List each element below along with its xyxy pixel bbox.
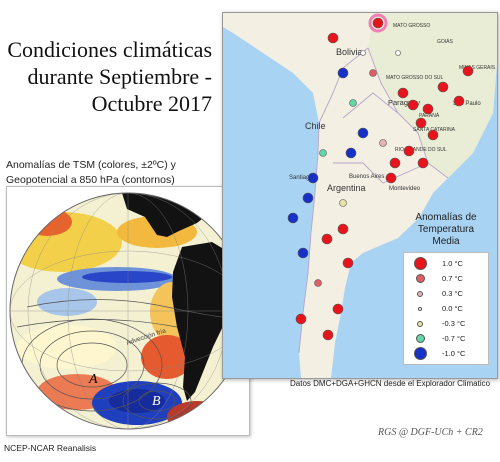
sst-caption: Anomalías de TSM (colores, ±2ºC) y Geopo… (6, 158, 216, 188)
station-marker[interactable] (369, 69, 377, 77)
station-marker[interactable] (297, 247, 309, 259)
legend-swatch (408, 302, 432, 316)
label-montevideo: Montevideo (389, 186, 421, 192)
temperature-anomaly-legend: Anomalías de Temperatura Media 1.0 °C 0.7… (403, 212, 489, 365)
station-marker[interactable] (337, 223, 349, 235)
station-marker[interactable] (415, 117, 427, 129)
label-parana: PARANÁ (419, 112, 440, 119)
station-marker[interactable] (379, 139, 387, 147)
station-marker[interactable] (462, 65, 474, 77)
legend-row: 0.3 °C (408, 286, 484, 301)
legend-swatch (408, 257, 432, 271)
station-marker[interactable] (327, 32, 339, 44)
legend-swatch (408, 332, 432, 346)
label-buenos-aires: Buenos Aires (349, 174, 384, 180)
station-marker[interactable] (422, 103, 434, 115)
legend-box: 1.0 °C 0.7 °C 0.3 °C 0.0 °C -0.3 °C -0.7 °C -1… (403, 252, 489, 365)
station-map[interactable]: Bolivia Paraguay Chile Argentina Santiag… (223, 13, 497, 378)
station-marker[interactable] (332, 303, 344, 315)
legend-label: 0.0 °C (442, 304, 463, 313)
selected-station-marker[interactable] (368, 13, 388, 33)
station-marker[interactable] (395, 50, 401, 56)
station-marker[interactable] (360, 50, 366, 56)
map-data-credit: Datos DMC+DGA+GHCN desde el Explorador C… (290, 379, 491, 388)
title-line-2: durante Septiembre - (27, 64, 213, 89)
legend-label: 1.0 °C (442, 259, 463, 268)
legend-row: 1.0 °C (408, 256, 484, 271)
station-marker[interactable] (357, 127, 369, 139)
legend-label: -1.0 °C (442, 349, 466, 358)
legend-swatch (408, 287, 432, 301)
title-line-1: Condiciones climáticas (7, 37, 212, 62)
legend-label: -0.7 °C (442, 334, 466, 343)
legend-title: Anomalías de Temperatura Media (403, 212, 489, 248)
low-pressure-label: B (152, 394, 161, 409)
page-title: Condiciones climáticas durante Septiembr… (0, 36, 212, 117)
station-marker[interactable] (342, 257, 354, 269)
station-marker[interactable] (302, 192, 314, 204)
label-santiago: Santiago (289, 175, 313, 181)
station-marker[interactable] (389, 157, 401, 169)
legend-label: -0.3 °C (442, 319, 466, 328)
label-goias: GOIÁS (437, 38, 454, 45)
label-bolivia: Bolivia (336, 47, 363, 57)
sst-caption-line-1: Anomalías de TSM (colores, ±2ºC) y (6, 159, 176, 171)
legend-swatch (408, 347, 432, 361)
label-rio-grande-sul: RIO GRANDE DO SUL (395, 147, 447, 153)
station-marker[interactable] (372, 17, 384, 29)
legend-row: 0.0 °C (408, 301, 484, 316)
label-chile: Chile (305, 121, 326, 131)
station-marker[interactable] (322, 329, 334, 341)
label-paraguay: Paraguay (388, 98, 420, 107)
station-marker[interactable] (453, 95, 465, 107)
station-marker[interactable] (314, 279, 322, 287)
label-minas-gerais: MINAS GERAIS (459, 65, 496, 71)
legend-row: -0.7 °C (408, 331, 484, 346)
label-sao-paulo: São Paulo (453, 101, 481, 107)
station-marker[interactable] (349, 99, 357, 107)
legend-row: -1.0 °C (408, 346, 484, 361)
station-map-panel[interactable]: Bolivia Paraguay Chile Argentina Santiag… (222, 12, 498, 379)
label-mato-grosso: MATO GROSSO (393, 23, 430, 29)
ncep-source-label: NCEP-NCAR Reanalisis (4, 443, 97, 453)
station-marker[interactable] (385, 172, 397, 184)
legend-swatch (408, 317, 432, 331)
station-marker[interactable] (319, 149, 327, 157)
legend-row: -0.3 °C (408, 316, 484, 331)
label-mato-grosso-sul: MATO GROSSO DO SUL (386, 75, 444, 81)
station-marker[interactable] (295, 313, 307, 325)
station-marker[interactable] (403, 145, 415, 157)
station-marker[interactable] (339, 199, 347, 207)
station-marker[interactable] (345, 147, 357, 159)
legend-swatch (408, 272, 432, 286)
station-marker[interactable] (287, 212, 299, 224)
legend-title-line-2: Temperatura Media (417, 224, 475, 247)
title-line-3: Octubre 2017 (91, 91, 212, 116)
author-signature: RGS @ DGF-UCh + CR2 (378, 427, 483, 438)
label-argentina: Argentina (327, 183, 366, 193)
legend-title-line-1: Anomalías de (415, 212, 477, 223)
legend-label: 0.3 °C (442, 289, 463, 298)
legend-label: 0.7 °C (442, 274, 463, 283)
station-marker[interactable] (427, 129, 439, 141)
station-marker[interactable] (307, 172, 319, 184)
sst-globe-map: A B Advección fría (9, 192, 247, 430)
sst-caption-line-2: Geopotencial a 850 hPa (contornos) (6, 174, 175, 186)
sst-globe-panel: A B Advección fría (6, 186, 250, 436)
station-marker[interactable] (417, 157, 429, 169)
station-marker[interactable] (407, 99, 419, 111)
station-marker[interactable] (337, 67, 349, 79)
station-marker[interactable] (321, 233, 333, 245)
high-pressure-label: A (88, 372, 98, 387)
legend-row: 0.7 °C (408, 271, 484, 286)
station-marker[interactable] (397, 87, 409, 99)
station-marker[interactable] (437, 81, 449, 93)
